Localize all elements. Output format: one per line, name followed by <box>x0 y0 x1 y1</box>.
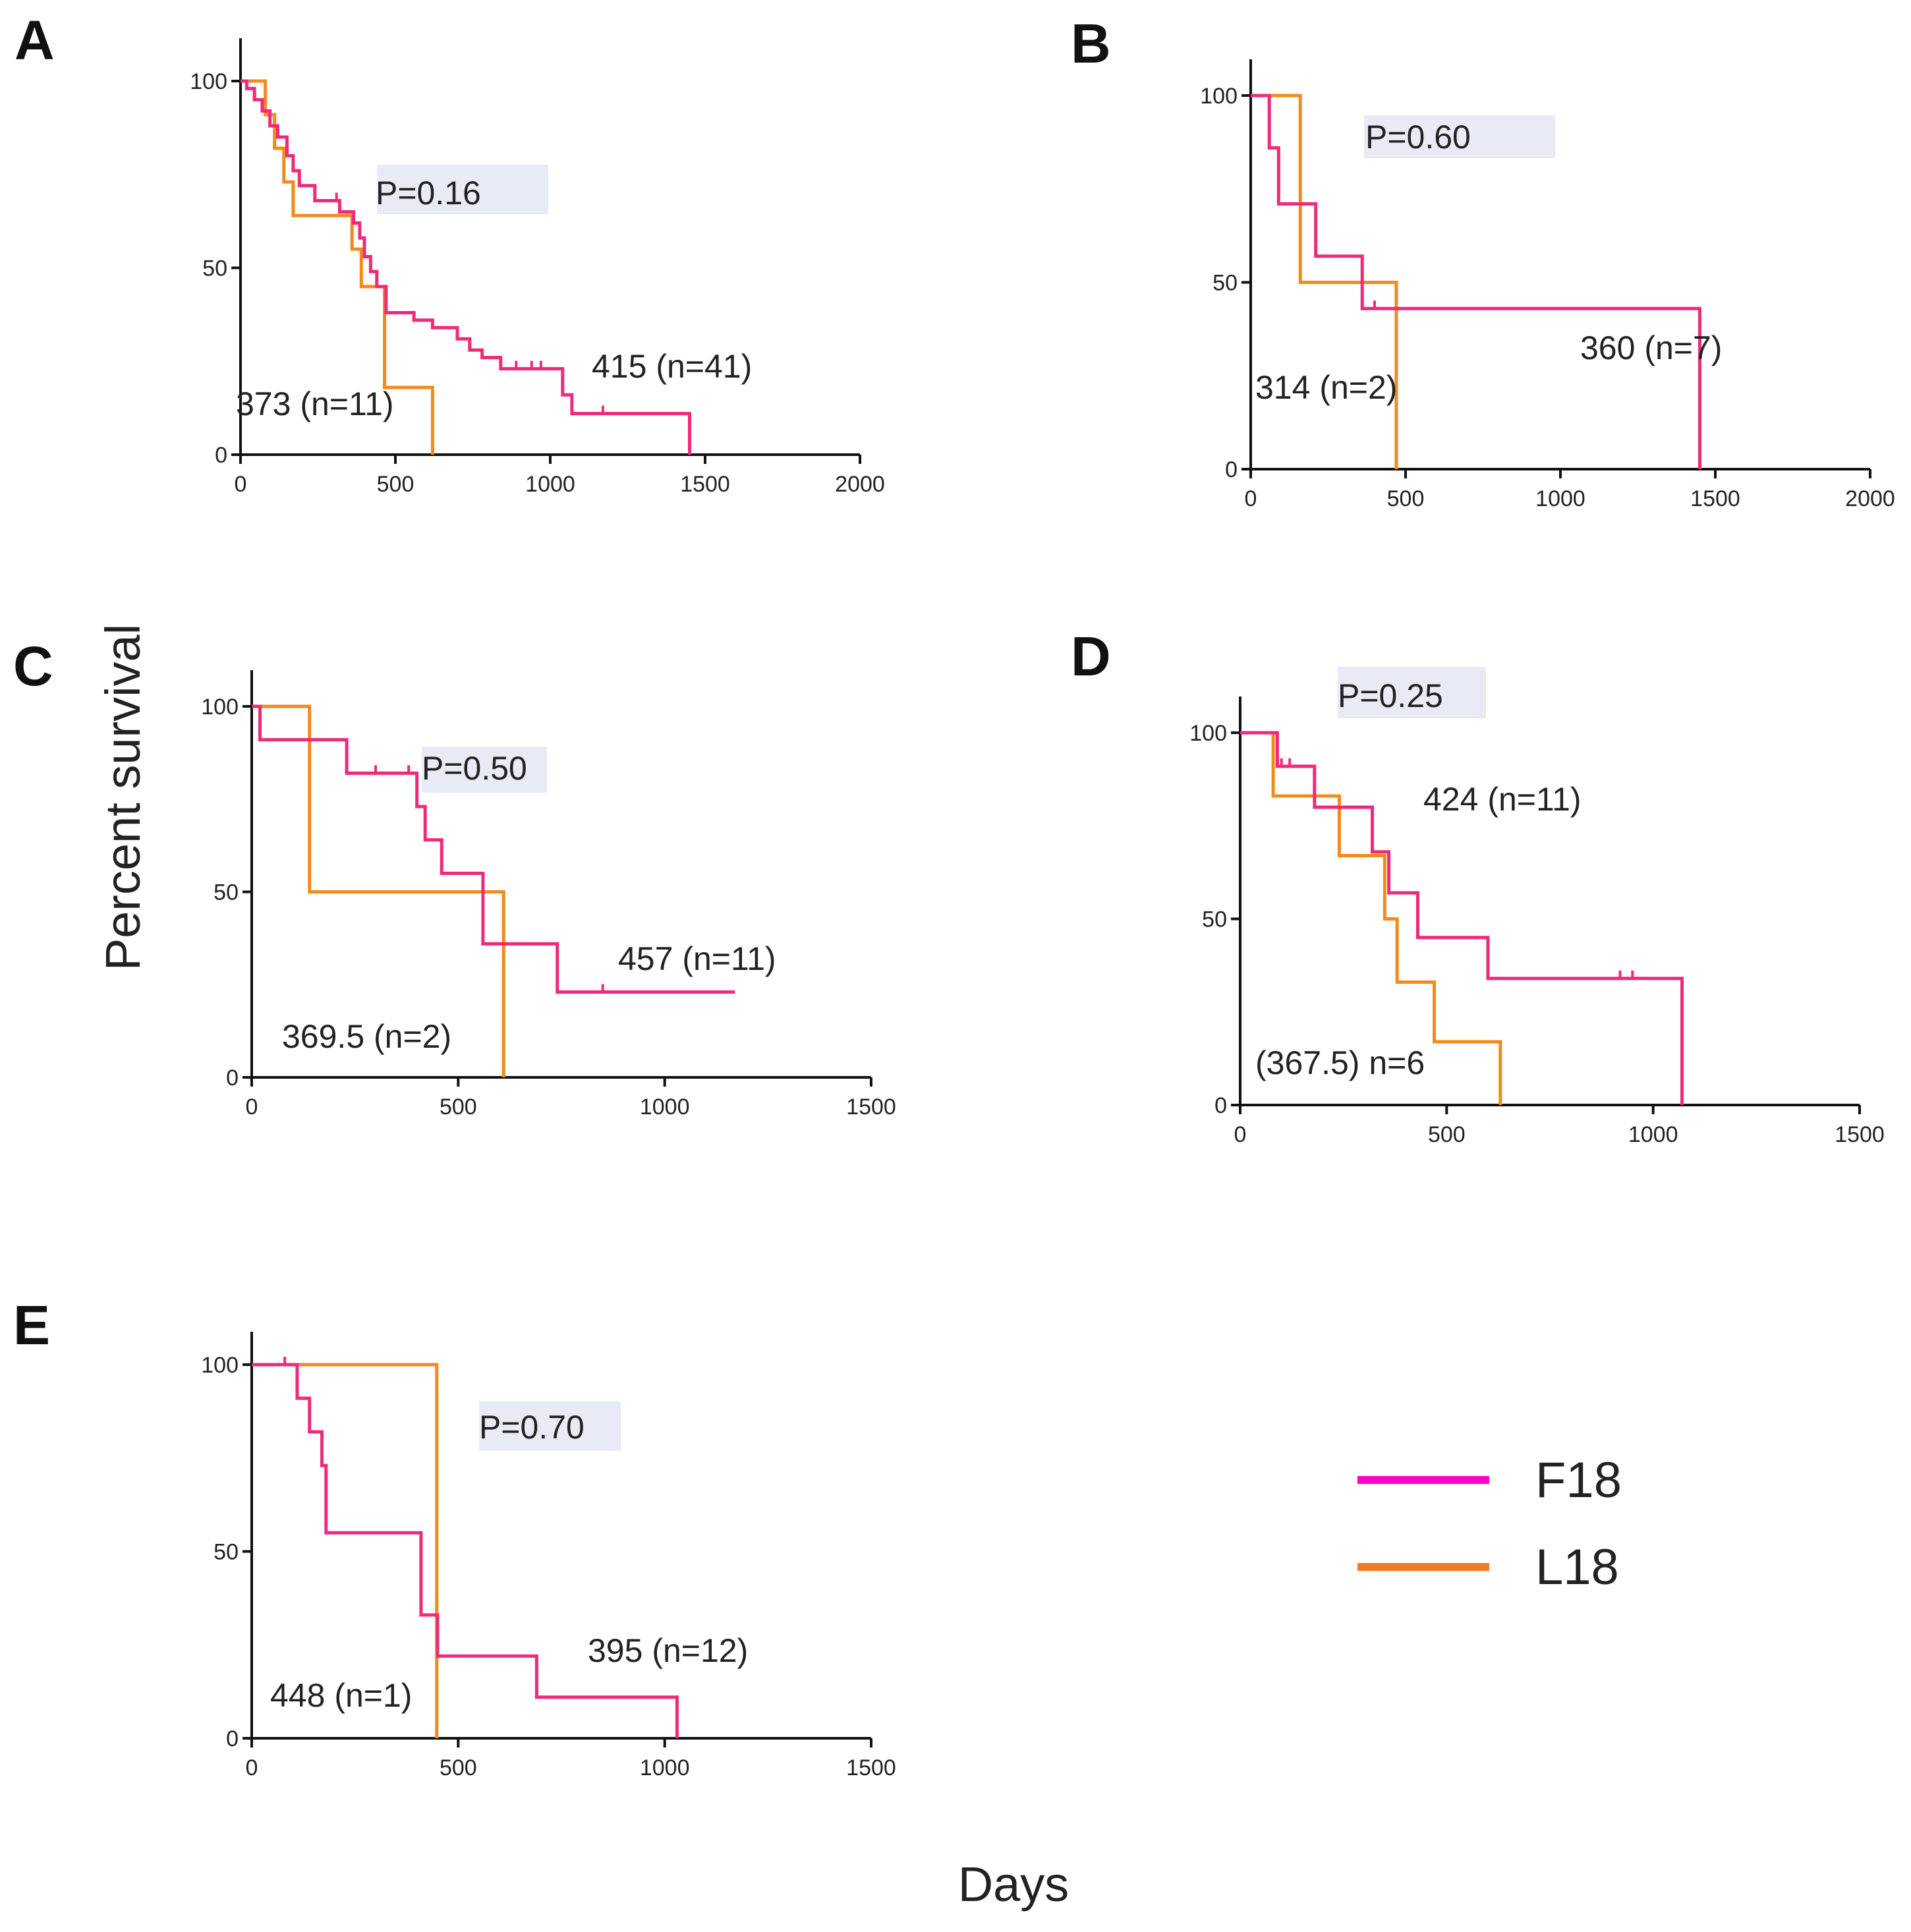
legend-swatch-f18 <box>1357 1476 1489 1484</box>
y-tick-label: 50 <box>1212 271 1238 296</box>
panel-letter: E <box>13 1294 50 1356</box>
x-tick-label: 1500 <box>680 472 730 497</box>
x-tick-label: 1000 <box>525 472 575 497</box>
x-tick-label: 2000 <box>1845 486 1895 511</box>
legend-label-l18: L18 <box>1535 1539 1619 1595</box>
p-value-box <box>1364 115 1555 158</box>
x-tick-label: 1000 <box>640 1094 690 1120</box>
x-axis-label: Days <box>958 1857 1070 1912</box>
p-value-box <box>377 165 548 214</box>
x-tick-label: 0 <box>246 1094 258 1120</box>
y-tick-label: 50 <box>214 880 239 905</box>
y-tick-label: 0 <box>1214 1093 1227 1118</box>
median-annotation: (367.5) n=6 <box>1255 1044 1425 1081</box>
p-value-box <box>479 1402 621 1451</box>
p-value-label: P=0.50 <box>422 750 527 787</box>
series-f18-line <box>252 704 735 994</box>
p-value-box <box>422 747 547 793</box>
median-annotation: 360 (n=7) <box>1580 329 1722 366</box>
x-tick-label: 500 <box>1428 1122 1466 1147</box>
y-tick-label: 100 <box>1189 721 1227 746</box>
p-value-label: P=0.25 <box>1338 677 1443 714</box>
y-tick-label: 0 <box>215 443 227 468</box>
x-tick-label: 1500 <box>1690 486 1740 511</box>
series-f18-line <box>252 1363 679 1738</box>
y-tick-label: 0 <box>226 1726 239 1751</box>
median-annotation: 457 (n=11) <box>618 940 776 977</box>
x-tick-label: 2000 <box>835 472 885 497</box>
p-value-label: P=0.16 <box>376 175 481 212</box>
median-annotation: 415 (n=41) <box>592 348 752 385</box>
x-tick-label: 0 <box>235 472 247 497</box>
y-tick-label: 100 <box>1200 84 1238 109</box>
x-tick-label: 1000 <box>640 1755 690 1780</box>
x-tick-label: 0 <box>1245 486 1257 511</box>
x-tick-label: 500 <box>1387 486 1425 511</box>
median-annotation: 395 (n=12) <box>588 1632 748 1669</box>
median-annotation: 373 (n=11) <box>236 385 394 422</box>
y-tick-label: 50 <box>202 256 227 281</box>
median-annotation: 369.5 (n=2) <box>282 1018 451 1055</box>
x-tick-label: 1500 <box>846 1094 896 1120</box>
x-tick-label: 1000 <box>1628 1122 1678 1147</box>
y-tick-label: 100 <box>190 69 227 94</box>
p-value-box <box>1338 667 1486 718</box>
y-tick-label: 100 <box>201 695 239 720</box>
median-annotation: 448 (n=1) <box>270 1677 412 1714</box>
series-l18-line <box>252 704 505 1077</box>
x-tick-label: 1500 <box>1835 1122 1885 1147</box>
x-tick-label: 1000 <box>1535 486 1585 511</box>
p-value-label: P=0.70 <box>479 1409 585 1446</box>
y-axis-label: Percent survival <box>96 624 150 971</box>
series-l18-line <box>1240 731 1502 1105</box>
p-value-label: P=0.60 <box>1365 119 1471 156</box>
median-annotation: 424 (n=11) <box>1423 781 1582 818</box>
panel-letter: B <box>1071 13 1111 74</box>
y-tick-label: 50 <box>1202 907 1227 932</box>
panel-letter: C <box>13 635 53 697</box>
legend-swatch-l18 <box>1357 1563 1489 1571</box>
x-tick-label: 500 <box>377 472 414 497</box>
x-tick-label: 0 <box>1234 1122 1247 1147</box>
panel-letter: A <box>14 9 55 71</box>
x-tick-label: 1500 <box>846 1755 896 1780</box>
series-f18-line <box>241 79 691 455</box>
series-l18-line <box>1251 94 1398 469</box>
x-tick-label: 0 <box>246 1755 258 1780</box>
legend-label-f18: F18 <box>1535 1452 1622 1508</box>
y-tick-label: 50 <box>214 1540 239 1565</box>
y-tick-label: 0 <box>226 1065 239 1091</box>
series-f18-line <box>1251 94 1701 469</box>
x-tick-label: 500 <box>440 1094 477 1120</box>
y-tick-label: 0 <box>1225 457 1238 482</box>
panel-letter: D <box>1071 625 1111 687</box>
legend: F18 L18 <box>1357 1452 1622 1595</box>
x-tick-label: 500 <box>440 1755 477 1780</box>
y-tick-label: 100 <box>201 1353 239 1378</box>
median-annotation: 314 (n=2) <box>1255 369 1397 406</box>
